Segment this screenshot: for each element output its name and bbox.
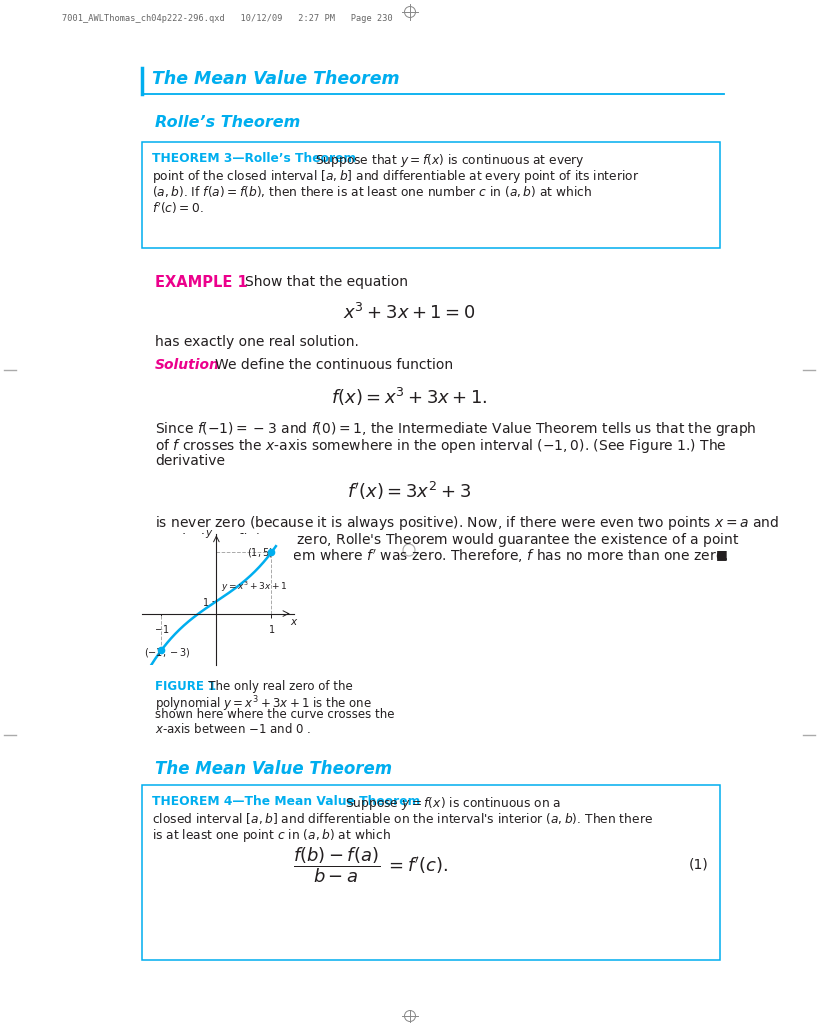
Text: derivative: derivative xyxy=(155,454,225,468)
Text: $(1, 5)$: $(1, 5)$ xyxy=(247,547,273,559)
Text: is never zero (because it is always positive). Now, if there were even two point: is never zero (because it is always posi… xyxy=(155,514,779,532)
Text: $x^3 + 3x + 1 = 0$: $x^3 + 3x + 1 = 0$ xyxy=(343,303,475,324)
Text: Since $f(-1) = -3$ and $f(0) = 1$, the Intermediate Value Theorem tells us that : Since $f(-1) = -3$ and $f(0) = 1$, the I… xyxy=(155,420,757,438)
Text: $y$: $y$ xyxy=(205,528,214,540)
Text: $= f'(c).$: $= f'(c).$ xyxy=(385,854,449,876)
Text: Rolle’s Theorem: Rolle’s Theorem xyxy=(155,115,301,130)
Text: We define the continuous function: We define the continuous function xyxy=(215,358,453,372)
Text: THEOREM 4—The Mean Value Theorem: THEOREM 4—The Mean Value Theorem xyxy=(152,795,420,808)
Text: polynomial $y = x^3 + 3x + 1$ is the one: polynomial $y = x^3 + 3x + 1$ is the one xyxy=(155,694,372,714)
Bar xyxy=(142,785,720,961)
Text: FIGURE 1: FIGURE 1 xyxy=(155,680,216,693)
Text: $y = x^3 + 3x + 1$: $y = x^3 + 3x + 1$ xyxy=(221,580,287,594)
Text: Suppose $y = f(x)$ is continuous on a: Suppose $y = f(x)$ is continuous on a xyxy=(345,795,561,812)
Text: $f'(c) = 0.$: $f'(c) = 0.$ xyxy=(152,200,204,215)
Text: Solution: Solution xyxy=(155,358,219,372)
Text: $x$-axis between $-1$ and $0$ .: $x$-axis between $-1$ and $0$ . xyxy=(155,722,311,736)
Text: $(a, b)$. If $f(a) = f(b)$, then there is at least one number $c$ in $(a, b)$ at: $(a, b)$. If $f(a) = f(b)$, then there i… xyxy=(152,184,592,199)
Text: THEOREM 3—Rolle’s Theorem: THEOREM 3—Rolle’s Theorem xyxy=(152,152,356,165)
Text: $f'(x) = 3x^2 + 3$: $f'(x) = 3x^2 + 3$ xyxy=(347,480,471,502)
Text: shown here where the curve crosses the: shown here where the curve crosses the xyxy=(155,708,395,721)
Text: $f(x) = x^3 + 3x + 1.$: $f(x) = x^3 + 3x + 1.$ xyxy=(331,386,487,409)
Text: 7001_AWLThomas_ch04p222-296.qxd   10/12/09   2:27 PM   Page 230: 7001_AWLThomas_ch04p222-296.qxd 10/12/09… xyxy=(62,14,393,23)
Text: $\dfrac{f(b) - f(a)}{b - a}$: $\dfrac{f(b) - f(a)}{b - a}$ xyxy=(292,845,380,885)
Text: The only real zero of the: The only real zero of the xyxy=(197,680,353,693)
Text: EXAMPLE 1: EXAMPLE 1 xyxy=(155,275,248,290)
Text: Suppose that $y = f(x)$ is continuous at every: Suppose that $y = f(x)$ is continuous at… xyxy=(315,152,585,169)
Text: ■: ■ xyxy=(716,548,728,561)
Text: is at least one point $c$ in $(a, b)$ at which: is at least one point $c$ in $(a, b)$ at… xyxy=(152,827,391,844)
Text: (1): (1) xyxy=(688,858,708,872)
Text: $x = c$  in between them where $f'$ was zero. Therefore, $f$ has no more than on: $x = c$ in between them where $f'$ was z… xyxy=(155,548,728,565)
Text: has exactly one real solution.: has exactly one real solution. xyxy=(155,335,359,349)
Text: The Mean Value Theorem: The Mean Value Theorem xyxy=(152,70,400,88)
Text: The Mean Value Theorem: The Mean Value Theorem xyxy=(155,760,392,778)
Text: $(-1, -3)$: $(-1, -3)$ xyxy=(143,646,190,658)
Text: closed interval $[a, b]$ and differentiable on the interval's interior $(a, b)$.: closed interval $[a, b]$ and differentia… xyxy=(152,811,653,826)
Text: point of the closed interval $[a, b]$ and differentiable at every point of its i: point of the closed interval $[a, b]$ an… xyxy=(152,168,639,185)
Bar xyxy=(142,142,720,248)
Text: $x$: $x$ xyxy=(290,616,298,627)
Text: $x = b$where $f(x)$ was zero, Rolle's Theorem would guarantee the existence of a: $x = b$where $f(x)$ was zero, Rolle's Th… xyxy=(155,531,740,549)
Text: of $f$ crosses the $x$-axis somewhere in the open interval $(-1, 0)$. (See Figur: of $f$ crosses the $x$-axis somewhere in… xyxy=(155,437,726,455)
Text: Show that the equation: Show that the equation xyxy=(245,275,408,289)
